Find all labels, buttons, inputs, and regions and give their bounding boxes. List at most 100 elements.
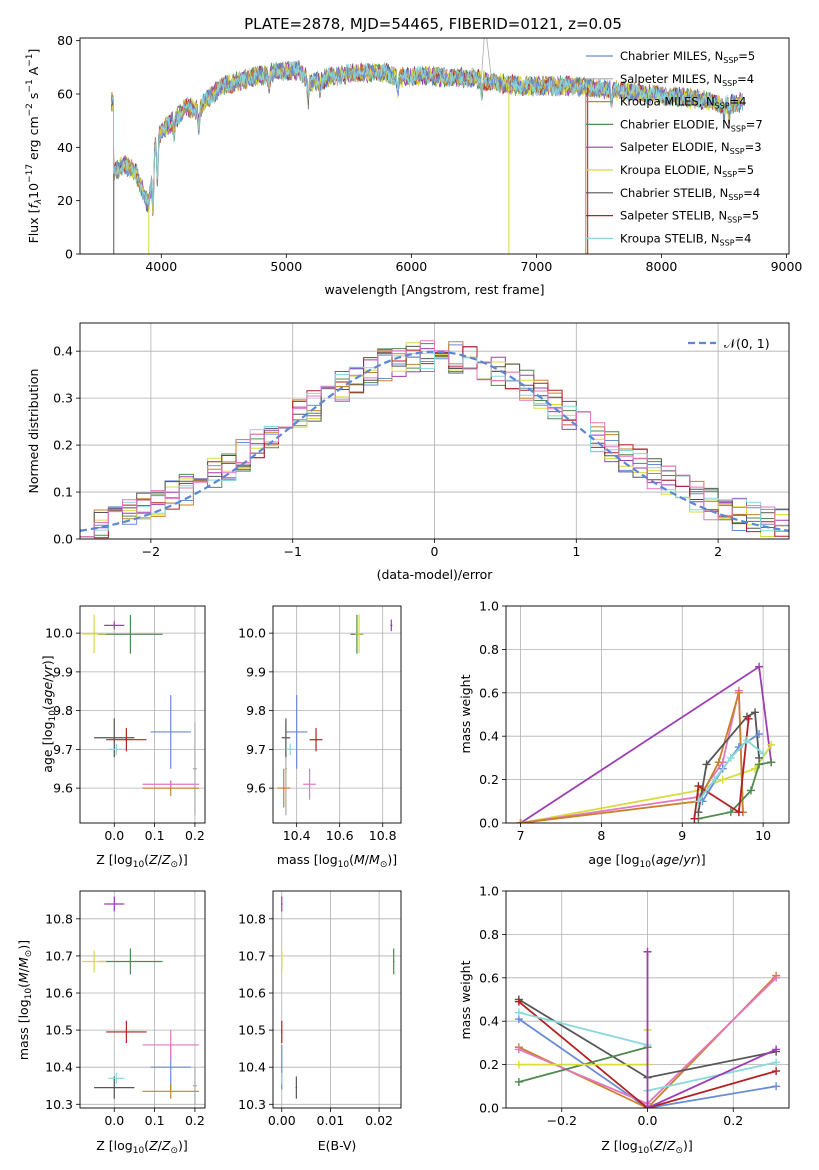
axes-frame xyxy=(79,322,790,540)
y-tick-label: 9.9 xyxy=(53,664,73,679)
legend-label: Kroupa MILES, NSSP=4 xyxy=(620,95,746,111)
x-axis-label: Z [log10(Z/Z⊙)] xyxy=(96,852,188,870)
y-axis-label: mass [log10(M/M⊙)] xyxy=(16,940,34,1060)
weight-marker xyxy=(702,760,711,769)
weight-marker xyxy=(772,1045,781,1054)
weight-marker xyxy=(755,730,764,739)
spectrum-spike xyxy=(480,38,492,79)
y-tick-label: 0.1 xyxy=(53,485,73,500)
data-point xyxy=(285,767,287,770)
data-point xyxy=(113,1086,116,1089)
x-tick-label: 6000 xyxy=(395,259,427,274)
data-point xyxy=(93,960,95,963)
x-tick-label: −1 xyxy=(283,544,301,559)
y-tick-label: 10.4 xyxy=(45,1060,73,1075)
y-tick-label: 9.8 xyxy=(246,703,266,718)
x-tick-label: 0.0 xyxy=(638,1113,658,1128)
legend-label: Chabrier MILES, NSSP=5 xyxy=(620,49,755,65)
weight-marker xyxy=(772,1058,781,1067)
y-tick-label: 0.4 xyxy=(479,1014,499,1029)
plot-area xyxy=(280,896,395,1099)
x-tick-label: 10.4 xyxy=(283,828,311,843)
y-tick-label: 40 xyxy=(57,140,73,155)
y-tick-label: 9.8 xyxy=(53,703,73,718)
y-tick-label: 10.8 xyxy=(238,911,266,926)
weight-marker xyxy=(514,1045,523,1054)
age-vs-mass-panel: 10.4 10.6 10.8 9.6 9.7 9.8 9.9 10.0 mass [log10(… xyxy=(238,605,402,870)
y-tick-label: 10.5 xyxy=(238,1023,266,1038)
weight-marker xyxy=(767,758,776,767)
x-tick-label: 0.2 xyxy=(185,1113,205,1128)
weight-marker xyxy=(726,808,735,817)
y-tick-label: 9.6 xyxy=(53,781,73,796)
legend-label: Salpeter ELODIE, NSSP=3 xyxy=(620,140,762,156)
weight-marker xyxy=(690,814,699,823)
weight-marker xyxy=(694,797,703,806)
x-tick-label: 10.6 xyxy=(326,828,354,843)
data-point xyxy=(169,1090,172,1093)
data-point xyxy=(125,1031,128,1033)
data-point xyxy=(280,960,283,963)
axes-frame xyxy=(79,890,206,1109)
axes-frame xyxy=(505,890,790,1109)
data-point xyxy=(169,731,172,733)
x-axis-label: Z [log10(Z/Z⊙)] xyxy=(96,1138,188,1156)
weight-line xyxy=(693,718,750,819)
x-tick-label: 1 xyxy=(572,544,580,559)
y-tick-label: 10.7 xyxy=(238,948,266,963)
x-tick-label: 0 xyxy=(431,544,439,559)
y-tick-label: 0.2 xyxy=(479,1057,499,1072)
x-tick-label: 0.02 xyxy=(365,1113,393,1128)
x-tick-label: 0.1 xyxy=(145,1113,165,1128)
weight-line xyxy=(518,1018,777,1108)
weight-marker xyxy=(643,947,652,956)
weight-marker xyxy=(643,1104,652,1108)
data-point xyxy=(280,1066,283,1068)
data-point xyxy=(194,767,196,770)
model-spectrum-line xyxy=(110,60,743,208)
data-point xyxy=(295,731,298,733)
x-tick-label: 0.2 xyxy=(185,828,205,843)
data-point xyxy=(93,633,95,635)
weight-marker xyxy=(694,782,703,791)
x-tick-label: 8 xyxy=(597,828,605,843)
x-axis-label: mass [log10(M/M⊙)] xyxy=(277,852,397,870)
y-tick-label: 0.2 xyxy=(53,438,73,453)
y-tick-label: 10.4 xyxy=(238,1060,266,1075)
data-point xyxy=(115,1077,118,1080)
axes-frame xyxy=(79,37,790,255)
spectrum-panel: 4000 5000 6000 7000 8000 9000 0 20 40 60 80 Flux [f… xyxy=(25,33,802,297)
x-tick-label: 7 xyxy=(517,828,525,843)
x-tick-label: 8000 xyxy=(646,259,678,274)
y-tick-label: 0.8 xyxy=(479,927,499,942)
weight-marker xyxy=(734,808,743,817)
x-axis-label: age [log10(age/yr)] xyxy=(588,852,705,870)
data-point xyxy=(315,738,317,741)
residual-histogram xyxy=(80,340,789,538)
legend-label: Salpeter STELIB, NSSP=5 xyxy=(620,209,759,225)
figure-title: PLATE=2878, MJD=54465, FIBERID=0121, z=0… xyxy=(244,15,622,33)
plot-area xyxy=(516,662,776,823)
weight-marker xyxy=(772,973,781,982)
y-axis-label: age [log10(age/yr)] xyxy=(40,655,58,772)
y-tick-label: 80 xyxy=(57,33,73,48)
y-tick-label: 0.8 xyxy=(479,642,499,657)
weight-marker xyxy=(514,1077,523,1086)
y-tick-label: 10.3 xyxy=(238,1097,266,1112)
mass-vs-extinction-panel: 0.00 0.01 0.02 10.3 10.4 10.5 10.6 10.7 10.8 E(B-… xyxy=(238,890,402,1153)
legend-label: 𝒩(0, 1) xyxy=(724,336,770,351)
x-tick-label: 0.0 xyxy=(104,1113,124,1128)
y-tick-label: 10.6 xyxy=(45,986,73,1001)
weight-line xyxy=(646,951,777,1108)
x-tick-label: 2 xyxy=(714,544,722,559)
y-axis-label: mass weight xyxy=(458,674,473,753)
x-tick-label: 10.8 xyxy=(369,828,397,843)
x-tick-label: 5000 xyxy=(270,259,302,274)
x-tick-label: 0.00 xyxy=(268,1113,296,1128)
plot-area xyxy=(82,896,199,1105)
y-tick-label: 10.7 xyxy=(45,948,73,963)
y-tick-label: 0.0 xyxy=(479,816,499,831)
weight-marker xyxy=(714,758,723,767)
axes-frame xyxy=(505,605,790,824)
